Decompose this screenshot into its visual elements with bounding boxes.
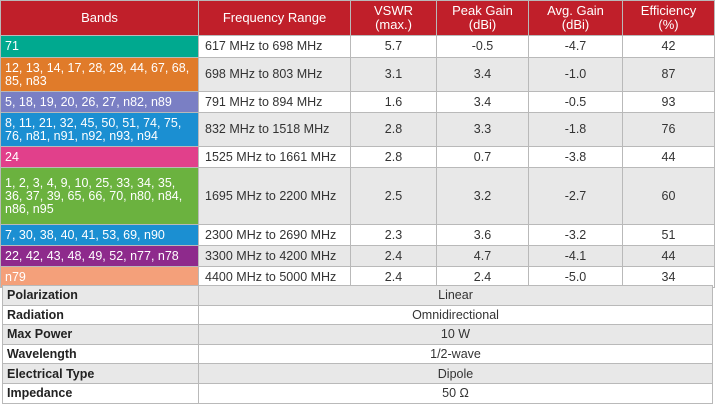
cell-eff: 44 <box>622 146 715 168</box>
cell-peak: -0.5 <box>436 35 529 58</box>
cell-freq: 1695 MHz to 2200 MHz <box>198 167 351 225</box>
cell-avg: -3.2 <box>528 224 623 246</box>
spec-table: Polarization Linear Radiation Omnidirection… <box>2 285 713 404</box>
cell-avg: -3.8 <box>528 146 623 168</box>
spec-row: Radiation Omnidirectional <box>2 304 713 326</box>
cell-peak: 0.7 <box>436 146 529 168</box>
spec-label: Max Power <box>2 324 199 345</box>
cell-avg: -4.7 <box>528 35 623 58</box>
cell-peak: 3.2 <box>436 167 529 225</box>
table-row: 24 1525 MHz to 1661 MHz 2.8 0.7 -3.8 44 <box>0 146 715 168</box>
cell-bands: 8, 11, 21, 32, 45, 50, 51, 74, 75, 76, n… <box>0 112 199 147</box>
cell-peak: 3.4 <box>436 91 529 113</box>
cell-avg: -1.0 <box>528 57 623 92</box>
table-row: 22, 42, 43, 48, 49, 52, n77, n78 3300 MHz… <box>0 245 715 267</box>
column-header: Peak Gain (dBi) <box>436 0 529 36</box>
table-row: 7, 30, 38, 40, 41, 53, 69, n90 2300 MHz t… <box>0 224 715 246</box>
spec-row: Electrical Type Dipole <box>2 363 713 384</box>
cell-freq: 1525 MHz to 1661 MHz <box>198 146 351 168</box>
cell-peak: 4.7 <box>436 245 529 267</box>
cell-eff: 93 <box>622 91 715 113</box>
cell-bands: 22, 42, 43, 48, 49, 52, n77, n78 <box>0 245 199 267</box>
cell-eff: 87 <box>622 57 715 92</box>
cell-bands: 5, 18, 19, 20, 26, 27, n82, n89 <box>0 91 199 113</box>
cell-freq: 4400 MHz to 5000 MHz <box>198 266 351 288</box>
spec-label: Radiation <box>2 304 199 326</box>
cell-eff: 51 <box>622 224 715 246</box>
spec-value: Omnidirectional <box>198 304 713 326</box>
spec-label: Electrical Type <box>2 363 199 384</box>
column-header: Avg. Gain (dBi) <box>528 0 623 36</box>
cell-freq: 698 MHz to 803 MHz <box>198 57 351 92</box>
cell-peak: 3.3 <box>436 112 529 147</box>
table-row: 12, 13, 14, 17, 28, 29, 44, 67, 68, 85, … <box>0 57 715 92</box>
table-row: 5, 18, 19, 20, 26, 27, n82, n89 791 MHz t… <box>0 91 715 113</box>
spec-row: Impedance 50 Ω <box>2 382 713 404</box>
spec-row: Polarization Linear <box>2 285 713 306</box>
cell-bands: 7, 30, 38, 40, 41, 53, 69, n90 <box>0 224 199 246</box>
spec-row: Wavelength 1/2-wave <box>2 343 713 365</box>
cell-vswr: 2.8 <box>350 112 437 147</box>
band-table: Bands Frequency Range VSWR (max.) Peak Gain… <box>0 0 715 288</box>
cell-eff: 60 <box>622 167 715 225</box>
spec-value: 1/2-wave <box>198 343 713 365</box>
table-row: 71 617 MHz to 698 MHz 5.7 -0.5 -4.7 42 <box>0 35 715 58</box>
cell-eff: 42 <box>622 35 715 58</box>
cell-peak: 3.6 <box>436 224 529 246</box>
spec-row: Max Power 10 W <box>2 324 713 345</box>
cell-freq: 617 MHz to 698 MHz <box>198 35 351 58</box>
cell-avg: -2.7 <box>528 167 623 225</box>
spec-value: 10 W <box>198 324 713 345</box>
cell-eff: 44 <box>622 245 715 267</box>
cell-eff: 76 <box>622 112 715 147</box>
cell-avg: -1.8 <box>528 112 623 147</box>
cell-eff: 34 <box>622 266 715 288</box>
cell-avg: -4.1 <box>528 245 623 267</box>
cell-freq: 2300 MHz to 2690 MHz <box>198 224 351 246</box>
column-header: Bands <box>0 0 199 36</box>
spec-value: 50 Ω <box>198 382 713 404</box>
spec-label: Polarization <box>2 285 199 306</box>
cell-peak: 3.4 <box>436 57 529 92</box>
cell-avg: -0.5 <box>528 91 623 113</box>
cell-bands: 12, 13, 14, 17, 28, 29, 44, 67, 68, 85, … <box>0 57 199 92</box>
cell-vswr: 2.8 <box>350 146 437 168</box>
cell-freq: 3300 MHz to 4200 MHz <box>198 245 351 267</box>
cell-bands: n79 <box>0 266 199 288</box>
column-header: Frequency Range <box>198 0 351 36</box>
cell-bands: 24 <box>0 146 199 168</box>
spec-value: Linear <box>198 285 713 306</box>
column-header: VSWR (max.) <box>350 0 437 36</box>
cell-vswr: 5.7 <box>350 35 437 58</box>
table-row: 1, 2, 3, 4, 9, 10, 25, 33, 34, 35, 36, 3… <box>0 167 715 225</box>
cell-vswr: 3.1 <box>350 57 437 92</box>
cell-freq: 832 MHz to 1518 MHz <box>198 112 351 147</box>
table-row: 8, 11, 21, 32, 45, 50, 51, 74, 75, 76, n… <box>0 112 715 147</box>
table-row: n79 4400 MHz to 5000 MHz 2.4 2.4 -5.0 34 <box>0 266 715 288</box>
cell-bands: 1, 2, 3, 4, 9, 10, 25, 33, 34, 35, 36, 3… <box>0 167 199 225</box>
column-header: Efficiency (%) <box>622 0 715 36</box>
spec-label: Wavelength <box>2 343 199 365</box>
spec-value: Dipole <box>198 363 713 384</box>
cell-vswr: 2.4 <box>350 245 437 267</box>
cell-vswr: 1.6 <box>350 91 437 113</box>
cell-bands: 71 <box>0 35 199 58</box>
cell-vswr: 2.3 <box>350 224 437 246</box>
spec-label: Impedance <box>2 382 199 404</box>
cell-freq: 791 MHz to 894 MHz <box>198 91 351 113</box>
cell-vswr: 2.5 <box>350 167 437 225</box>
